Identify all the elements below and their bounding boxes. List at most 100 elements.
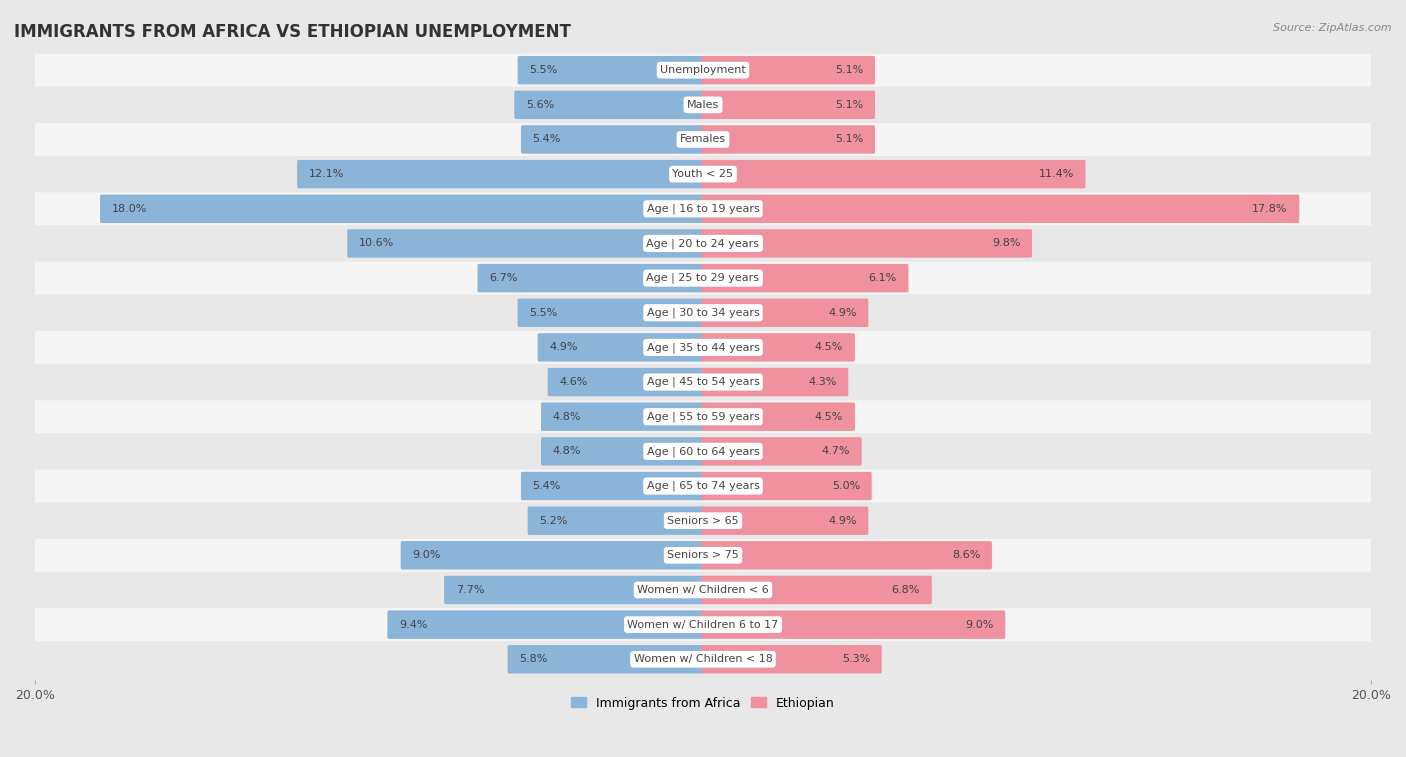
Text: 18.0%: 18.0%	[111, 204, 148, 213]
Text: Women w/ Children < 18: Women w/ Children < 18	[634, 654, 772, 665]
Text: Age | 45 to 54 years: Age | 45 to 54 years	[647, 377, 759, 388]
Text: Age | 30 to 34 years: Age | 30 to 34 years	[647, 307, 759, 318]
FancyBboxPatch shape	[702, 56, 875, 84]
FancyBboxPatch shape	[541, 403, 704, 431]
Text: Source: ZipAtlas.com: Source: ZipAtlas.com	[1274, 23, 1392, 33]
FancyBboxPatch shape	[702, 437, 862, 466]
FancyBboxPatch shape	[522, 125, 704, 154]
Text: 4.8%: 4.8%	[553, 447, 581, 456]
Text: 5.6%: 5.6%	[526, 100, 554, 110]
Text: 5.0%: 5.0%	[832, 481, 860, 491]
Text: 5.2%: 5.2%	[540, 516, 568, 525]
Text: Youth < 25: Youth < 25	[672, 169, 734, 179]
Text: 4.7%: 4.7%	[821, 447, 851, 456]
Text: Women w/ Children 6 to 17: Women w/ Children 6 to 17	[627, 620, 779, 630]
FancyBboxPatch shape	[522, 472, 704, 500]
FancyBboxPatch shape	[702, 160, 1085, 188]
FancyBboxPatch shape	[35, 574, 1371, 606]
Text: 17.8%: 17.8%	[1253, 204, 1288, 213]
FancyBboxPatch shape	[702, 472, 872, 500]
Text: Males: Males	[688, 100, 718, 110]
FancyBboxPatch shape	[702, 195, 1299, 223]
FancyBboxPatch shape	[517, 56, 704, 84]
FancyBboxPatch shape	[537, 333, 704, 362]
FancyBboxPatch shape	[35, 539, 1371, 572]
FancyBboxPatch shape	[35, 262, 1371, 294]
FancyBboxPatch shape	[444, 576, 704, 604]
FancyBboxPatch shape	[35, 89, 1371, 121]
FancyBboxPatch shape	[517, 298, 704, 327]
FancyBboxPatch shape	[35, 227, 1371, 260]
Text: 4.6%: 4.6%	[560, 377, 588, 387]
FancyBboxPatch shape	[702, 645, 882, 674]
FancyBboxPatch shape	[527, 506, 704, 535]
Text: 11.4%: 11.4%	[1039, 169, 1074, 179]
Legend: Immigrants from Africa, Ethiopian: Immigrants from Africa, Ethiopian	[567, 692, 839, 715]
Text: 12.1%: 12.1%	[309, 169, 344, 179]
Text: 4.3%: 4.3%	[808, 377, 837, 387]
Text: 4.5%: 4.5%	[815, 342, 844, 353]
FancyBboxPatch shape	[702, 333, 855, 362]
Text: 5.5%: 5.5%	[529, 308, 558, 318]
Text: 5.1%: 5.1%	[835, 100, 863, 110]
FancyBboxPatch shape	[702, 576, 932, 604]
Text: 4.5%: 4.5%	[815, 412, 844, 422]
FancyBboxPatch shape	[508, 645, 704, 674]
FancyBboxPatch shape	[702, 541, 993, 569]
FancyBboxPatch shape	[35, 157, 1371, 191]
FancyBboxPatch shape	[702, 368, 848, 396]
Text: 5.4%: 5.4%	[533, 135, 561, 145]
Text: Age | 60 to 64 years: Age | 60 to 64 years	[647, 446, 759, 456]
Text: Age | 55 to 59 years: Age | 55 to 59 years	[647, 412, 759, 422]
Text: Age | 35 to 44 years: Age | 35 to 44 years	[647, 342, 759, 353]
Text: Age | 25 to 29 years: Age | 25 to 29 years	[647, 273, 759, 283]
Text: 5.5%: 5.5%	[529, 65, 558, 75]
Text: Age | 20 to 24 years: Age | 20 to 24 years	[647, 238, 759, 249]
Text: IMMIGRANTS FROM AFRICA VS ETHIOPIAN UNEMPLOYMENT: IMMIGRANTS FROM AFRICA VS ETHIOPIAN UNEM…	[14, 23, 571, 41]
FancyBboxPatch shape	[702, 91, 875, 119]
Text: 9.8%: 9.8%	[991, 238, 1021, 248]
Text: Seniors > 75: Seniors > 75	[666, 550, 740, 560]
FancyBboxPatch shape	[35, 504, 1371, 537]
FancyBboxPatch shape	[347, 229, 704, 257]
FancyBboxPatch shape	[702, 229, 1032, 257]
FancyBboxPatch shape	[702, 610, 1005, 639]
FancyBboxPatch shape	[100, 195, 704, 223]
FancyBboxPatch shape	[478, 264, 704, 292]
Text: 8.6%: 8.6%	[952, 550, 980, 560]
FancyBboxPatch shape	[35, 400, 1371, 433]
Text: 7.7%: 7.7%	[456, 585, 484, 595]
FancyBboxPatch shape	[35, 608, 1371, 641]
FancyBboxPatch shape	[35, 192, 1371, 226]
Text: 5.1%: 5.1%	[835, 65, 863, 75]
FancyBboxPatch shape	[702, 125, 875, 154]
Text: 6.1%: 6.1%	[869, 273, 897, 283]
FancyBboxPatch shape	[35, 331, 1371, 364]
Text: 9.4%: 9.4%	[399, 620, 427, 630]
FancyBboxPatch shape	[35, 435, 1371, 468]
Text: 4.9%: 4.9%	[828, 516, 856, 525]
Text: 9.0%: 9.0%	[966, 620, 994, 630]
Text: 10.6%: 10.6%	[359, 238, 394, 248]
Text: 5.3%: 5.3%	[842, 654, 870, 665]
Text: 5.4%: 5.4%	[533, 481, 561, 491]
FancyBboxPatch shape	[702, 298, 869, 327]
FancyBboxPatch shape	[387, 610, 704, 639]
FancyBboxPatch shape	[35, 123, 1371, 156]
FancyBboxPatch shape	[702, 264, 908, 292]
Text: Females: Females	[681, 135, 725, 145]
FancyBboxPatch shape	[541, 437, 704, 466]
FancyBboxPatch shape	[35, 469, 1371, 503]
Text: 9.0%: 9.0%	[412, 550, 440, 560]
FancyBboxPatch shape	[35, 366, 1371, 398]
Text: Age | 65 to 74 years: Age | 65 to 74 years	[647, 481, 759, 491]
Text: Age | 16 to 19 years: Age | 16 to 19 years	[647, 204, 759, 214]
FancyBboxPatch shape	[35, 296, 1371, 329]
Text: Seniors > 65: Seniors > 65	[668, 516, 738, 525]
FancyBboxPatch shape	[35, 54, 1371, 86]
Text: 6.8%: 6.8%	[891, 585, 920, 595]
Text: 5.8%: 5.8%	[519, 654, 548, 665]
FancyBboxPatch shape	[515, 91, 704, 119]
Text: 6.7%: 6.7%	[489, 273, 517, 283]
Text: 4.8%: 4.8%	[553, 412, 581, 422]
